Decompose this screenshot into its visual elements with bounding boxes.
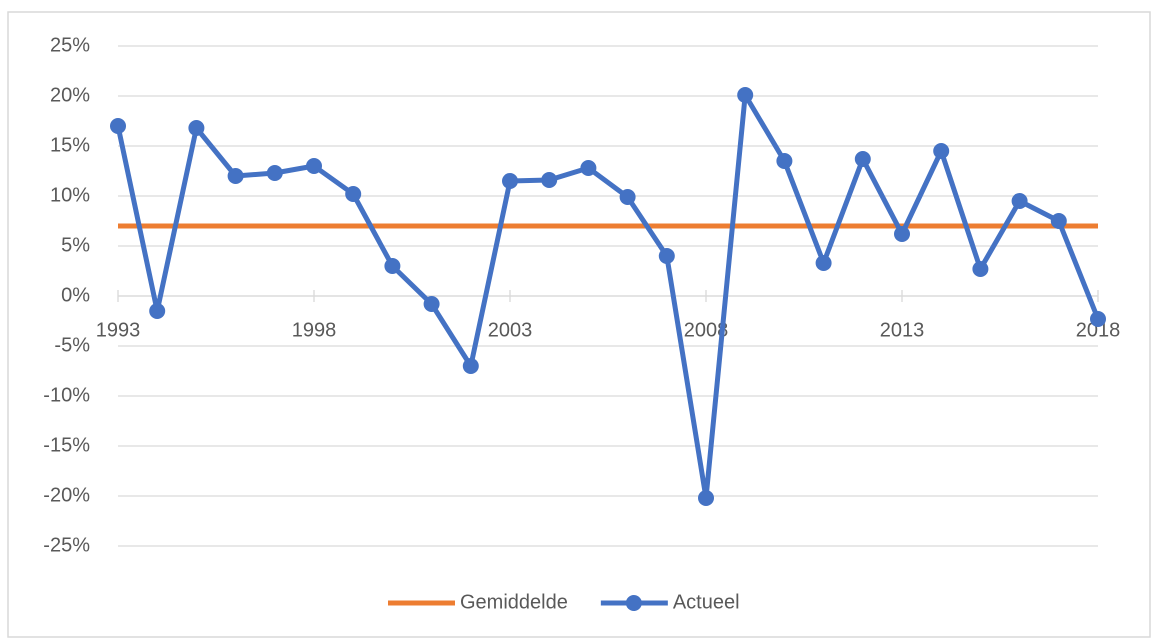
data-point: [306, 158, 322, 174]
y-tick-label: 15%: [50, 134, 90, 156]
chart-frame: [7, 11, 1151, 638]
y-tick-label: 0%: [61, 284, 90, 306]
x-tick-label: 2018: [1076, 319, 1121, 341]
data-point: [619, 189, 636, 205]
data-point: [502, 173, 518, 189]
y-tick-label: 10%: [50, 184, 90, 206]
data-point: [580, 160, 597, 176]
x-tick-label: 2008: [684, 319, 729, 341]
data-point: [854, 151, 871, 167]
data-point: [658, 248, 675, 264]
data-point: [541, 172, 558, 188]
data-point: [149, 303, 166, 319]
legend-label: Actueel: [673, 591, 740, 613]
y-tick-label: 20%: [50, 84, 90, 106]
data-point: [933, 143, 950, 159]
y-tick-label: -15%: [43, 434, 90, 456]
data-point: [698, 490, 714, 506]
x-tick-label: 2013: [880, 319, 925, 341]
data-point: [776, 153, 793, 169]
y-tick-label: -20%: [43, 484, 90, 506]
data-point: [1090, 311, 1106, 327]
x-tick-label: 1993: [96, 319, 141, 341]
data-point: [423, 296, 440, 312]
data-point: [384, 258, 401, 274]
data-point: [266, 165, 283, 181]
y-tick-label: -5%: [54, 334, 90, 356]
data-point: [462, 358, 479, 374]
y-tick-label: -10%: [43, 384, 90, 406]
data-point: [1050, 213, 1067, 229]
y-tick-label: -25%: [43, 534, 90, 556]
x-tick-label: 2003: [488, 319, 533, 341]
data-point: [227, 168, 244, 184]
y-tick-label: 25%: [50, 34, 90, 56]
y-tick-label: 5%: [61, 234, 90, 256]
x-tick-label: 1998: [292, 319, 337, 341]
data-point: [972, 261, 989, 277]
data-point: [737, 87, 754, 103]
data-point: [894, 226, 910, 242]
legend-label: Gemiddelde: [460, 591, 568, 613]
legend-marker: [625, 595, 642, 611]
data-point: [1011, 193, 1028, 209]
data-point: [110, 118, 126, 134]
data-point: [345, 186, 362, 202]
data-point: [815, 255, 832, 271]
data-point: [188, 120, 205, 136]
